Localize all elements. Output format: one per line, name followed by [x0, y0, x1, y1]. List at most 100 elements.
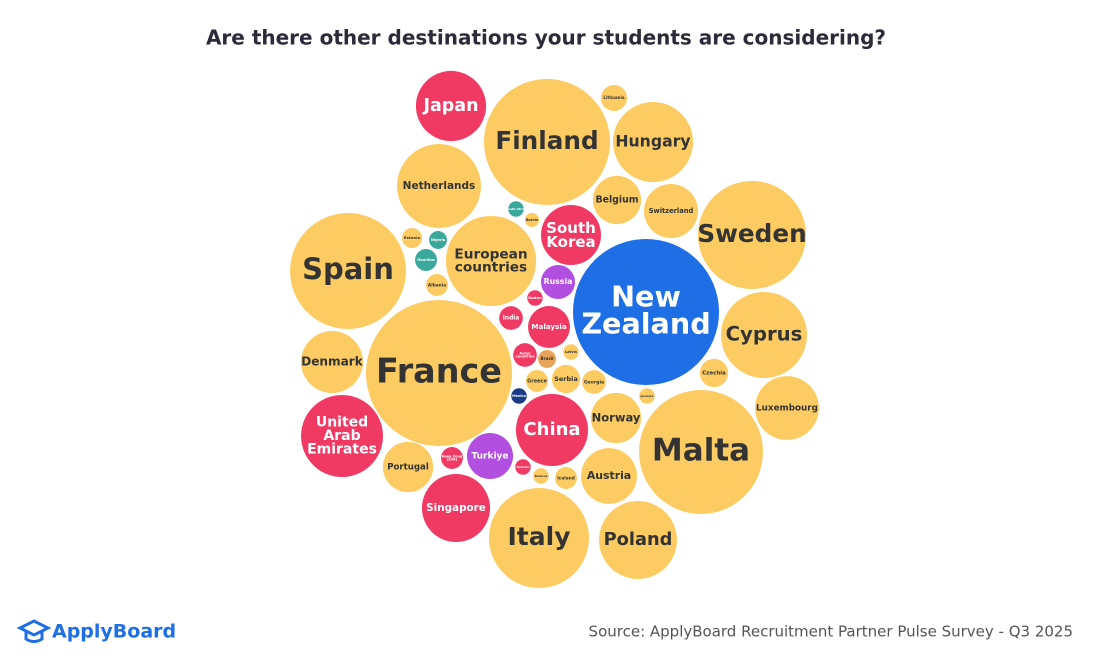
- bubble-label: Japan: [422, 96, 478, 116]
- bubble-label: Turkiye: [471, 452, 508, 462]
- bubble: [572, 238, 720, 386]
- bubble-label: Latvia: [565, 350, 578, 354]
- bubble-label: Malta: [652, 433, 750, 469]
- bubble: [639, 388, 655, 404]
- logo-text: ApplyBoard: [52, 621, 176, 643]
- bubble: [511, 388, 527, 404]
- bubble-label: Asian countries: [515, 351, 534, 358]
- bubble-label: Hungary: [615, 132, 690, 151]
- bubble-label: Iceland: [557, 476, 575, 482]
- bubble-label: Belgium: [595, 195, 638, 206]
- bubble: [301, 331, 363, 393]
- bubble: [555, 467, 577, 489]
- logo: ApplyBoard: [16, 619, 176, 643]
- bubble: [402, 228, 422, 248]
- bubble-label: Portugal: [387, 463, 429, 473]
- bubble-label: Estonia: [404, 235, 421, 240]
- bubble: [397, 144, 481, 228]
- bubble: [466, 432, 514, 480]
- bubble-label: Czechia: [702, 371, 726, 377]
- bubble: [526, 370, 548, 392]
- chart-title: Are there other destinations your studen…: [206, 26, 886, 50]
- bubble: [533, 468, 549, 484]
- source: Source: ApplyBoard Recruitment Partner P…: [589, 623, 1073, 641]
- bubble-label: Serbia: [554, 375, 578, 383]
- bubble: [538, 350, 556, 368]
- bubble: [581, 448, 637, 504]
- bubble: [699, 358, 729, 388]
- bubble: [365, 299, 513, 447]
- bubble: [499, 306, 523, 330]
- bubble: [541, 205, 601, 265]
- bubble-label: South Africa: [506, 207, 527, 211]
- bubble-label: Lithuania: [603, 95, 624, 100]
- bubble: [382, 441, 434, 493]
- bubble: [540, 264, 576, 300]
- bubble-label: Malaysia: [531, 322, 567, 331]
- bubble-label: Belarus: [535, 474, 548, 478]
- bubble-label: India: [503, 316, 520, 322]
- bubble: [643, 183, 699, 239]
- bubble: [720, 291, 808, 379]
- bubble: [415, 70, 487, 142]
- bubble-label: Bahrain: [516, 465, 529, 469]
- bubble-label: Spain: [302, 252, 394, 286]
- bubble-label: Switzerland: [649, 207, 694, 215]
- bubble-label: Georgia: [584, 380, 604, 386]
- bubble-label: Hong Kong (SAR): [442, 454, 463, 461]
- bubble-label: Finland: [495, 126, 598, 155]
- bubble: [639, 390, 763, 514]
- bubble-label: Albania: [428, 283, 446, 289]
- bubble-label: Sweden: [697, 219, 806, 248]
- bubble: [600, 84, 628, 112]
- bubble: [755, 376, 819, 440]
- bubble-label: Poland: [604, 529, 673, 550]
- bubble: [426, 274, 448, 296]
- bubble-label: Cyprus: [726, 323, 803, 346]
- bubble-label: Netherlands: [403, 180, 476, 192]
- bubble-label: France: [376, 352, 502, 391]
- bubble-label: Denmark: [301, 355, 364, 369]
- bubble: [489, 488, 589, 588]
- bubble: [590, 392, 642, 444]
- bubble-label: Sudan: [528, 295, 542, 300]
- bubble-label: South Korea: [546, 218, 596, 250]
- bubble-label: China: [523, 419, 580, 440]
- logo-icon: [16, 619, 52, 643]
- bubble-label: Mexico: [512, 394, 526, 398]
- bubble: [582, 370, 606, 394]
- bubble: [563, 344, 579, 360]
- bubble: [551, 364, 581, 394]
- bubble: [508, 201, 524, 217]
- bubble-label: Mauritius: [417, 258, 435, 262]
- bubble: [524, 212, 540, 228]
- bubble-label: United Arab Emirates: [307, 415, 377, 458]
- bubble: [421, 473, 491, 543]
- bubble: [513, 343, 537, 367]
- bubble-label: Singapore: [426, 502, 486, 514]
- bubble-label: Bosnia: [526, 218, 538, 222]
- bubble-label: Luxembourg: [756, 404, 818, 414]
- bubble: [613, 102, 693, 182]
- bubble-label: Norway: [592, 411, 641, 425]
- bubble-label: New Zealand: [581, 279, 710, 340]
- bubble-label: European countries: [454, 246, 527, 275]
- bubble: [483, 78, 611, 206]
- bubble: [429, 231, 447, 249]
- bubble: [445, 215, 537, 307]
- bubble: [301, 395, 383, 477]
- bubble-label: Austria: [587, 469, 631, 482]
- bubble: [290, 213, 406, 329]
- bubble-label: Greece: [527, 379, 547, 385]
- bubble: [415, 249, 437, 271]
- bubble-label: Italy: [508, 522, 571, 551]
- bubble-label: Nigeria: [431, 238, 446, 242]
- bubble: [528, 306, 570, 348]
- bubble-label: Brazil: [540, 356, 554, 361]
- bubble: [592, 175, 642, 225]
- bubble: [441, 447, 463, 469]
- bubble: [515, 393, 589, 467]
- bubble: [515, 459, 531, 475]
- bubble: [697, 180, 807, 290]
